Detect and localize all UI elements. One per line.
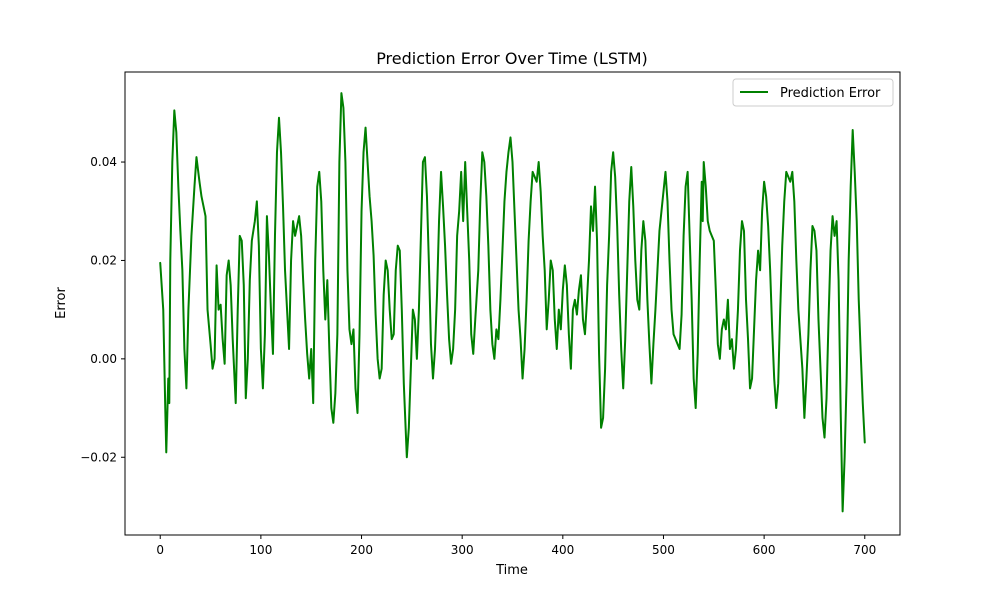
y-tick-label: 0.00 <box>90 352 117 366</box>
y-tick-label: −0.02 <box>80 450 117 464</box>
legend-box <box>732 78 894 107</box>
series-line-0 <box>159 92 866 513</box>
plot-frame <box>124 71 901 536</box>
y-tick-label: 0.04 <box>90 155 117 169</box>
legend-label: Prediction Error <box>780 86 881 101</box>
x-tick-label: 500 <box>652 543 675 557</box>
plot-area <box>159 92 866 513</box>
legend: Prediction Error <box>732 78 894 107</box>
x-tick-label: 700 <box>853 543 876 557</box>
x-axis: 0 100 200 300 400 500 600 700 <box>156 535 876 557</box>
chart-title: Prediction Error Over Time (LSTM) <box>376 49 648 68</box>
x-tick-label: 300 <box>451 543 474 557</box>
y-axis-label: Error <box>54 287 69 319</box>
x-tick-label: 600 <box>753 543 776 557</box>
x-tick-label: 400 <box>551 543 574 557</box>
x-tick-label: 100 <box>249 543 272 557</box>
x-tick-label: 200 <box>350 543 373 557</box>
y-tick-label: 0.02 <box>90 253 117 267</box>
y-axis: −0.02 0.00 0.02 0.04 <box>80 155 125 464</box>
x-axis-label: Time <box>495 563 528 578</box>
x-tick-label: 0 <box>156 543 164 557</box>
